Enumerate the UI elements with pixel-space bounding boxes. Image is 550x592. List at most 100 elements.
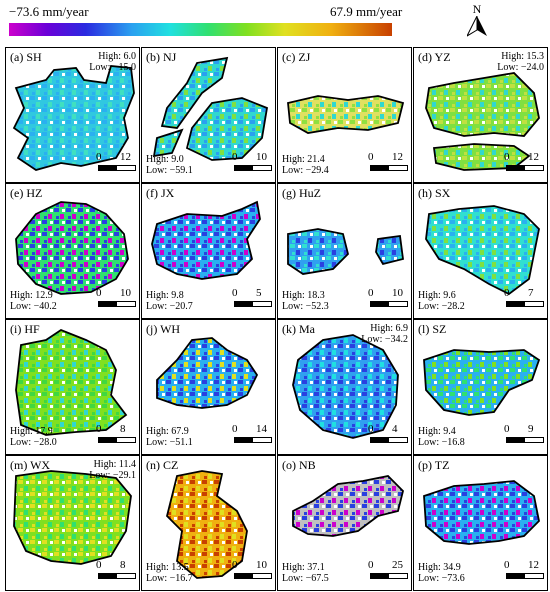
scale-zero: 0 xyxy=(96,151,102,163)
city-outline-map xyxy=(425,205,540,296)
scale-bar-graphic xyxy=(370,165,408,171)
panel-title: (g) HuZ xyxy=(282,186,321,200)
scale-length: 25 xyxy=(392,559,403,571)
panel-title: (n) CZ xyxy=(146,458,179,472)
city-boundary xyxy=(166,470,248,579)
city-boundary xyxy=(423,480,540,545)
scale-zero: 0 xyxy=(368,559,374,571)
city-boundary xyxy=(13,470,132,565)
panel-title: (b) NJ xyxy=(146,50,177,64)
scale-bar-graphic xyxy=(234,573,272,579)
low-value: Low: −16.8 xyxy=(418,437,465,448)
scale-zero: 0 xyxy=(96,287,102,299)
scale-bar-graphic xyxy=(370,437,408,443)
panel-title: (a) SH xyxy=(10,50,42,64)
panel-title: (h) SX xyxy=(418,186,451,200)
city-outline-map xyxy=(423,349,541,416)
high-value: High: 15.3 xyxy=(501,51,544,62)
city-boundary xyxy=(292,334,399,439)
scale-bar-graphic xyxy=(370,573,408,579)
low-value: Low: −51.1 xyxy=(146,437,193,448)
city-boundary xyxy=(287,228,349,275)
city-boundary xyxy=(160,56,229,129)
city-boundary xyxy=(151,200,261,280)
city-outline-map xyxy=(292,334,399,439)
scale-zero: 0 xyxy=(368,151,374,163)
city-boundary xyxy=(425,205,540,296)
high-value: High: 6.0 xyxy=(98,51,136,62)
low-value: Low: −52.3 xyxy=(282,301,329,312)
panel-title: (c) ZJ xyxy=(282,50,311,64)
city-outline-map xyxy=(287,95,405,134)
scale-length: 14 xyxy=(256,423,267,435)
city-outline-map xyxy=(292,475,404,537)
scale-zero: 0 xyxy=(232,559,238,571)
scale-zero: 0 xyxy=(504,151,510,163)
city-boundary xyxy=(423,349,541,416)
low-value: Low: −29.4 xyxy=(282,165,329,176)
low-value: Low: −29.1 xyxy=(89,470,136,481)
north-label: N xyxy=(472,2,482,16)
city-boundary xyxy=(375,234,404,266)
panel-title: (i) HF xyxy=(10,322,40,336)
scale-bar-graphic xyxy=(506,573,544,579)
scale-length: 12 xyxy=(120,151,131,163)
scale-zero: 0 xyxy=(232,423,238,435)
scale-bar-graphic xyxy=(506,437,544,443)
panel-title: (p) TZ xyxy=(418,458,450,472)
city-boundary xyxy=(287,95,405,134)
city-boundary xyxy=(185,97,269,161)
low-value: Low: −28.2 xyxy=(418,301,465,312)
scale-length: 12 xyxy=(528,559,539,571)
scale-zero: 0 xyxy=(232,287,238,299)
panel-title: (e) HZ xyxy=(10,186,43,200)
panel-title: (k) Ma xyxy=(282,322,315,336)
north-arrow: N xyxy=(462,2,492,37)
scale-bar-graphic xyxy=(234,301,272,307)
city-outline-map xyxy=(151,200,261,280)
city-outline-map xyxy=(12,65,135,171)
low-value: Low: −24.0 xyxy=(497,62,544,73)
scale-length: 10 xyxy=(256,559,267,571)
north-arrow-icon xyxy=(467,16,487,37)
low-value: Low: −34.2 xyxy=(361,334,408,345)
scale-bar-graphic xyxy=(98,301,136,307)
panel-title: (l) SZ xyxy=(418,322,447,336)
high-value: High: 67.9 xyxy=(146,426,189,437)
scale-length: 8 xyxy=(120,559,126,571)
city-boundary xyxy=(292,475,404,537)
scale-length: 12 xyxy=(392,151,403,163)
high-value: High: 6.9 xyxy=(370,323,408,334)
scale-bar-graphic xyxy=(234,165,272,171)
high-value: High: 21.4 xyxy=(282,154,325,165)
high-value: High: 13.5 xyxy=(146,562,189,573)
panel-title: (d) YZ xyxy=(418,50,451,64)
scale-length: 5 xyxy=(256,287,262,299)
high-value: High: 9.6 xyxy=(418,290,456,301)
scale-zero: 0 xyxy=(504,559,510,571)
city-outline-map xyxy=(152,56,269,161)
panel-title: (m) WX xyxy=(10,458,51,472)
scale-bar-graphic xyxy=(98,165,136,171)
city-boundary xyxy=(425,72,540,137)
low-value: Low: −67.5 xyxy=(282,573,329,584)
city-outline-map xyxy=(156,337,259,409)
scale-length: 7 xyxy=(528,287,534,299)
scale-length: 8 xyxy=(120,423,126,435)
city-outline-map xyxy=(13,470,132,565)
colorbar-min-label: −73.6 mm/year xyxy=(9,4,89,19)
scale-bar-graphic xyxy=(98,573,136,579)
city-boundary xyxy=(12,65,135,171)
city-outline-map xyxy=(15,201,129,295)
